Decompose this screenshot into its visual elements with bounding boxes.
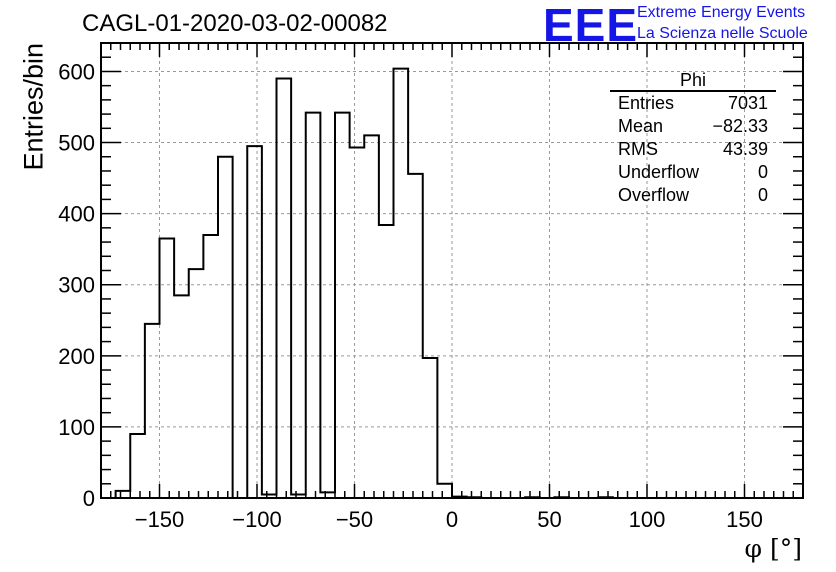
y-tick-label: 100	[58, 415, 95, 440]
histogram-bin	[174, 295, 189, 498]
histogram-bin	[306, 113, 321, 498]
stats-value: −82.33	[712, 116, 768, 136]
x-tick-label: 0	[446, 507, 458, 532]
stats-value: 7031	[727, 93, 768, 113]
x-tick-labels: −150 −100 −50 0 50 100 150	[135, 507, 763, 532]
stats-row-mean: Mean −82.33	[610, 115, 776, 138]
histogram-bin	[335, 113, 350, 498]
logo-line-2: La Scienza nelle Scuole	[637, 25, 808, 42]
histogram-bin	[394, 69, 409, 498]
histogram-bin	[423, 358, 438, 498]
histogram-bin	[247, 146, 262, 498]
stats-label: Overflow	[618, 185, 690, 205]
stats-box: Phi Entries 7031 Mean −82.33 RMS 43.39 U…	[610, 70, 776, 207]
x-tick-label: −150	[135, 507, 185, 532]
x-tick-label: −100	[232, 507, 282, 532]
y-tick-label: 600	[58, 59, 95, 84]
stats-value: 0	[757, 162, 768, 182]
histogram-bin	[203, 235, 218, 498]
y-tick-label: 500	[58, 131, 95, 156]
histogram-bin	[350, 148, 365, 498]
stats-value: 43.39	[722, 139, 768, 159]
eee-logo: EEE	[543, 0, 639, 51]
y-tick-label: 0	[83, 486, 95, 511]
histogram-bin	[160, 239, 175, 498]
histogram-bin	[116, 491, 131, 498]
stats-row-rms: RMS 43.39	[610, 138, 776, 161]
x-tick-label: 100	[629, 507, 666, 532]
y-tick-label: 300	[58, 273, 95, 298]
stats-row-underflow: Underflow 0	[610, 161, 776, 184]
stats-row-entries: Entries 7031	[610, 92, 776, 115]
histogram-bin	[189, 269, 204, 498]
stats-value: 0	[757, 185, 768, 205]
axis-ticks	[101, 42, 803, 499]
stats-row-overflow: Overflow 0	[610, 184, 776, 207]
histogram-bin	[218, 157, 233, 498]
x-tick-label: −50	[336, 507, 373, 532]
x-tick-label: 50	[537, 507, 561, 532]
y-tick-label: 200	[58, 344, 95, 369]
stats-label: Entries	[618, 93, 675, 113]
y-tick-label: 400	[58, 202, 95, 227]
y-tick-labels: 0 100 200 300 400 500 600	[58, 59, 95, 511]
histogram-bin	[379, 225, 394, 498]
x-axis-label: φ [°]	[744, 534, 802, 563]
x-tick-label: 150	[726, 507, 763, 532]
histogram-bin	[408, 174, 423, 498]
stats-title: Phi	[610, 70, 776, 92]
histogram-bin	[437, 484, 452, 498]
stats-label: Mean	[618, 116, 664, 136]
histogram-bin	[130, 434, 145, 498]
y-axis-label: Entries/bin	[18, 42, 49, 171]
stats-label: Underflow	[618, 162, 700, 182]
logo-line-1: Extreme Energy Events	[637, 4, 806, 21]
histogram-bin	[277, 79, 292, 498]
histogram-bin	[145, 324, 160, 498]
stats-label: RMS	[618, 139, 658, 159]
chart-title: CAGL-01-2020-03-02-00082	[82, 10, 388, 37]
histogram-bin	[364, 135, 379, 498]
